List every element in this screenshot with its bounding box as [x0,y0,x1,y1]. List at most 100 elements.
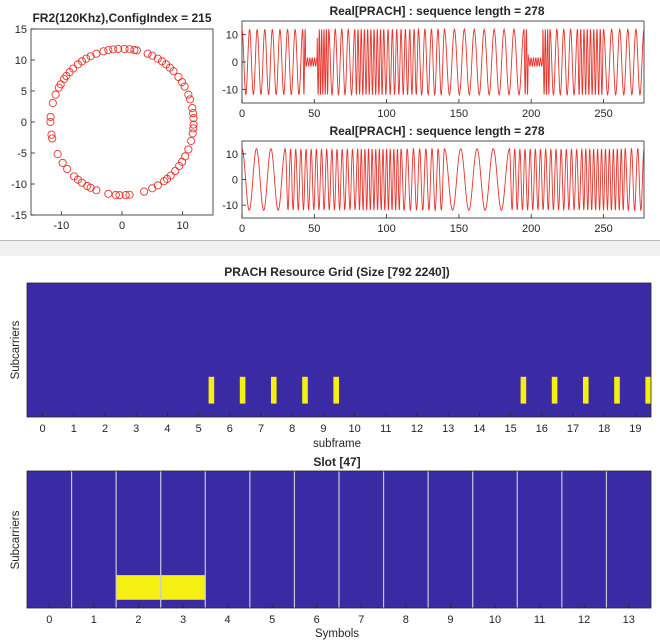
x-tick-label: 1 [91,614,97,626]
slot-plot: Slot [47] 0 1 2 3 4 5 6 7 8 9 10 11 12 13 Symbols Sub… [10,455,652,640]
constellation-point [115,191,124,200]
constellation-point [73,175,82,184]
x-tick-label: 10 [177,220,189,232]
constellation-point [189,120,198,129]
constellation-point [189,124,198,133]
constellation-point [153,181,162,190]
x-tick-label: 14 [473,423,485,435]
constellation-point [73,60,82,69]
y-tick-label: 0 [21,117,27,129]
constellation-point [63,164,72,174]
constellation-point [160,177,169,186]
slot-title: Slot [47] [313,455,360,469]
constellation-point [92,49,101,58]
x-tick-label: 7 [358,614,364,626]
constellation-point [120,44,129,53]
x-tick-label: 50 [308,108,320,120]
constellation-point [109,45,118,54]
x-tick-label: 150 [450,223,468,235]
constellation-point [86,52,95,61]
constellation-point [77,57,87,66]
constellation-axes [30,28,214,216]
x-tick-label: 19 [629,423,641,435]
x-tick-label: 11 [534,614,545,626]
x-tick-label: 11 [380,423,391,435]
x-tick-label: 2 [102,423,108,435]
constellation-point [121,191,130,200]
constellation-point [48,99,57,108]
x-tick-label: 13 [623,614,635,626]
x-tick-label: 150 [450,108,468,120]
constellation-point [171,166,180,176]
x-tick-label: 7 [258,423,264,435]
x-tick-label: 5 [196,423,202,435]
y-tick-label: 0 [232,175,238,187]
constellation-point [86,183,95,192]
prach-allocation-block [333,376,339,404]
x-tick-label: 9 [447,614,453,626]
y-tick-label: 10 [15,55,27,67]
constellation-point [174,72,183,82]
constellation-point [188,103,197,113]
slot-frame [26,470,652,609]
x-tick-label: 12 [411,423,423,435]
constellation-markers [46,44,198,200]
constellation-point [130,45,139,55]
x-tick-label: 10 [348,423,360,435]
x-tick-label: 6 [314,614,320,626]
resource-grid-blocks [208,376,651,404]
x-tick-label: 4 [225,614,231,626]
prach-allocation-block [582,376,589,404]
sequence-bottom-series-line [241,147,645,212]
resource-grid-plot: PRACH Resource Grid (Size [792 2240]) 0 1… [10,265,652,450]
prach-allocation-block [614,376,620,404]
x-tick-label: 0 [119,220,125,232]
x-tick-label: 0 [46,614,52,626]
x-tick-label: 18 [598,423,610,435]
constellation-point [143,49,152,58]
x-tick-label: 16 [536,423,548,435]
resource-grid-ticks: 0 1 2 3 4 5 6 7 8 9 10 11 12 13 14 15 16 17 18 19 [40,413,642,435]
constellation-point [48,134,57,143]
constellation-point [186,95,195,104]
prach-allocation-block [302,376,308,404]
x-tick-label: 1 [71,423,77,435]
x-tick-label: 0 [40,423,46,435]
constellation-point [189,114,198,123]
constellation-point [104,46,113,55]
x-tick-label: 8 [403,614,409,626]
prach-allocation-block [645,376,651,404]
y-tick-label: -15 [11,210,27,222]
prach-allocation-block [551,376,558,404]
constellation-point [157,57,167,66]
x-tick-label: 9 [320,423,326,435]
constellation-point [111,190,120,199]
constellation-point [54,83,63,92]
slot-symbol-boundaries [70,471,608,608]
constellation-point [82,54,91,63]
panel-separator [0,240,660,256]
constellation-point [92,186,101,195]
y-tick-label: 10 [226,30,238,42]
constellation-point [184,90,193,99]
constellation-point [181,152,190,161]
y-tick-label: 10 [226,149,238,161]
constellation-point [162,60,171,69]
constellation-point [148,51,157,60]
y-tick-label: -10 [222,84,238,96]
x-tick-label: 250 [594,108,612,120]
x-tick-label: 0 [239,223,245,235]
y-tick-label: 0 [232,57,238,69]
resource-grid-ylabel: Subcarriers [10,320,22,379]
x-tick-label: 2 [135,614,141,626]
slot-ticks: 0 1 2 3 4 5 6 7 8 9 10 11 12 13 [46,604,635,626]
sequence-top-series-line [241,27,645,97]
constellation-point [175,161,184,171]
x-tick-label: 8 [289,423,295,435]
prach-allocation-block [520,376,527,404]
constellation-point [187,136,196,145]
constellation-point [188,129,197,138]
x-tick-label: 3 [133,423,139,435]
